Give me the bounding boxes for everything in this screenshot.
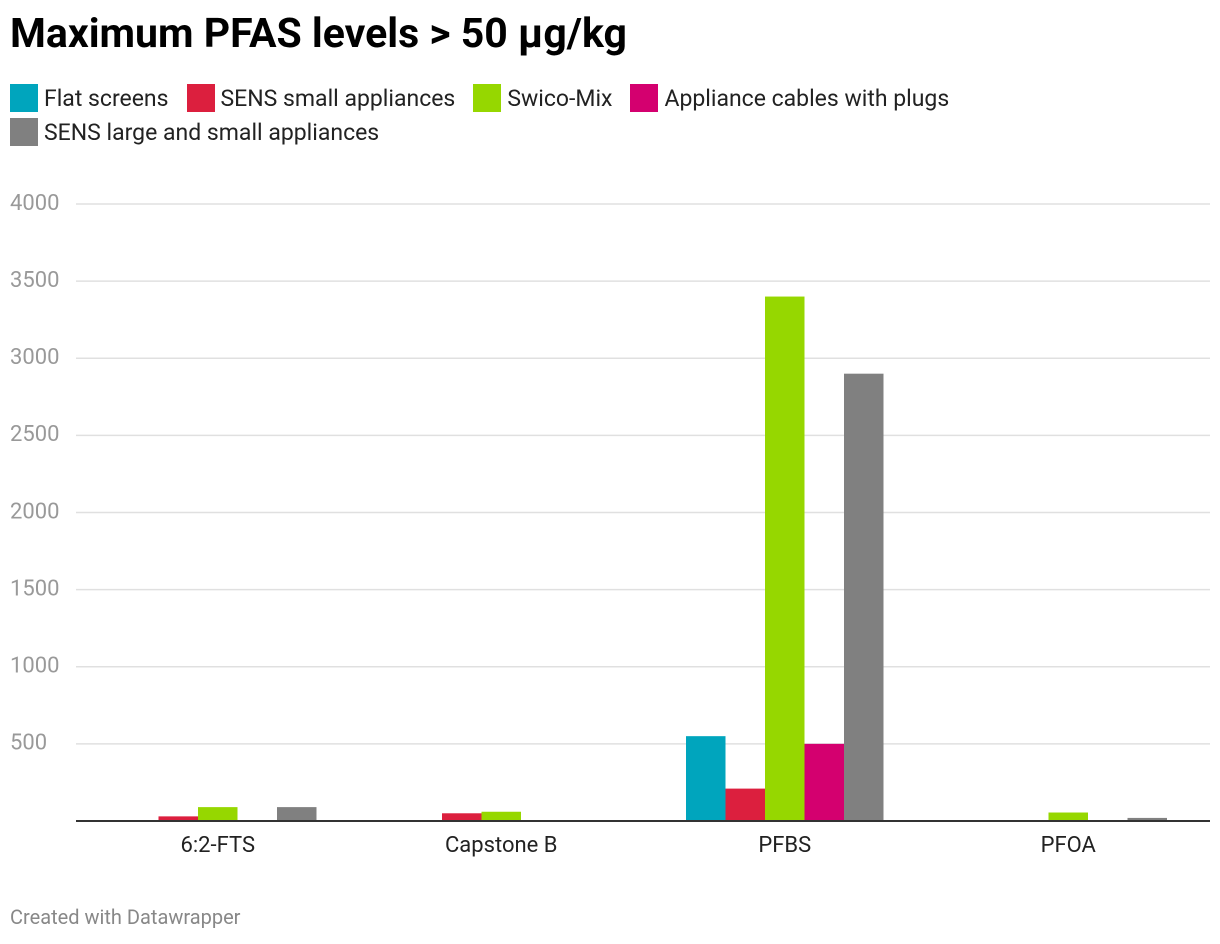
legend-item: SENS large and small appliances	[10, 116, 379, 150]
legend-label: SENS small appliances	[220, 85, 456, 112]
y-tick-label: 500	[10, 731, 47, 756]
x-tick-label: PFOA	[1041, 833, 1097, 858]
y-tick-label: 2000	[10, 499, 59, 524]
y-tick-label: 3500	[10, 268, 59, 293]
legend-label: Flat screens	[44, 85, 169, 112]
legend-label: SENS large and small appliances	[44, 119, 380, 146]
legend-swatch	[630, 84, 659, 112]
bar	[1127, 817, 1167, 821]
legend-swatch	[10, 118, 38, 146]
legend-item: Swico-Mix	[473, 82, 612, 116]
y-tick-label: 2500	[10, 422, 59, 447]
legend-item: Flat screens	[10, 82, 169, 116]
legend-swatch	[186, 84, 215, 112]
legend-swatch	[473, 84, 502, 112]
y-tick-label: 1500	[10, 576, 59, 601]
y-tick-label: 3000	[10, 345, 59, 370]
bar	[725, 788, 765, 821]
x-tick-label: Capstone B	[445, 833, 558, 858]
bar	[686, 736, 726, 821]
y-tick-label: 1000	[10, 654, 59, 679]
x-tick-label: PFBS	[758, 833, 811, 858]
x-tick-label: 6:2-FTS	[180, 833, 255, 858]
bar	[844, 373, 884, 821]
bar	[1048, 812, 1088, 821]
bar	[804, 743, 844, 821]
legend-label: Appliance cables with plugs	[664, 85, 950, 112]
y-tick-label: 4000	[10, 191, 59, 216]
bar	[277, 807, 317, 821]
legend-swatch	[10, 84, 38, 112]
chart-title: Maximum PFAS levels > 50 µg/kg	[10, 10, 627, 58]
bar	[481, 811, 521, 821]
bar	[158, 816, 198, 821]
legend-label: Swico-Mix	[507, 85, 613, 112]
bar	[442, 813, 482, 821]
legend-item: SENS small appliances	[186, 82, 456, 116]
bar	[765, 296, 805, 821]
legend: Flat screens SENS small appliances Swico-M…	[10, 82, 1215, 150]
footer: Created with Datawrapper	[10, 905, 241, 929]
legend-item: Appliance cables with plugs	[630, 82, 949, 116]
chart: 500 1000 1500 2000 2500 3000 3500 4000 6:2-FTS Ca…	[10, 191, 1210, 858]
bar	[198, 807, 238, 821]
